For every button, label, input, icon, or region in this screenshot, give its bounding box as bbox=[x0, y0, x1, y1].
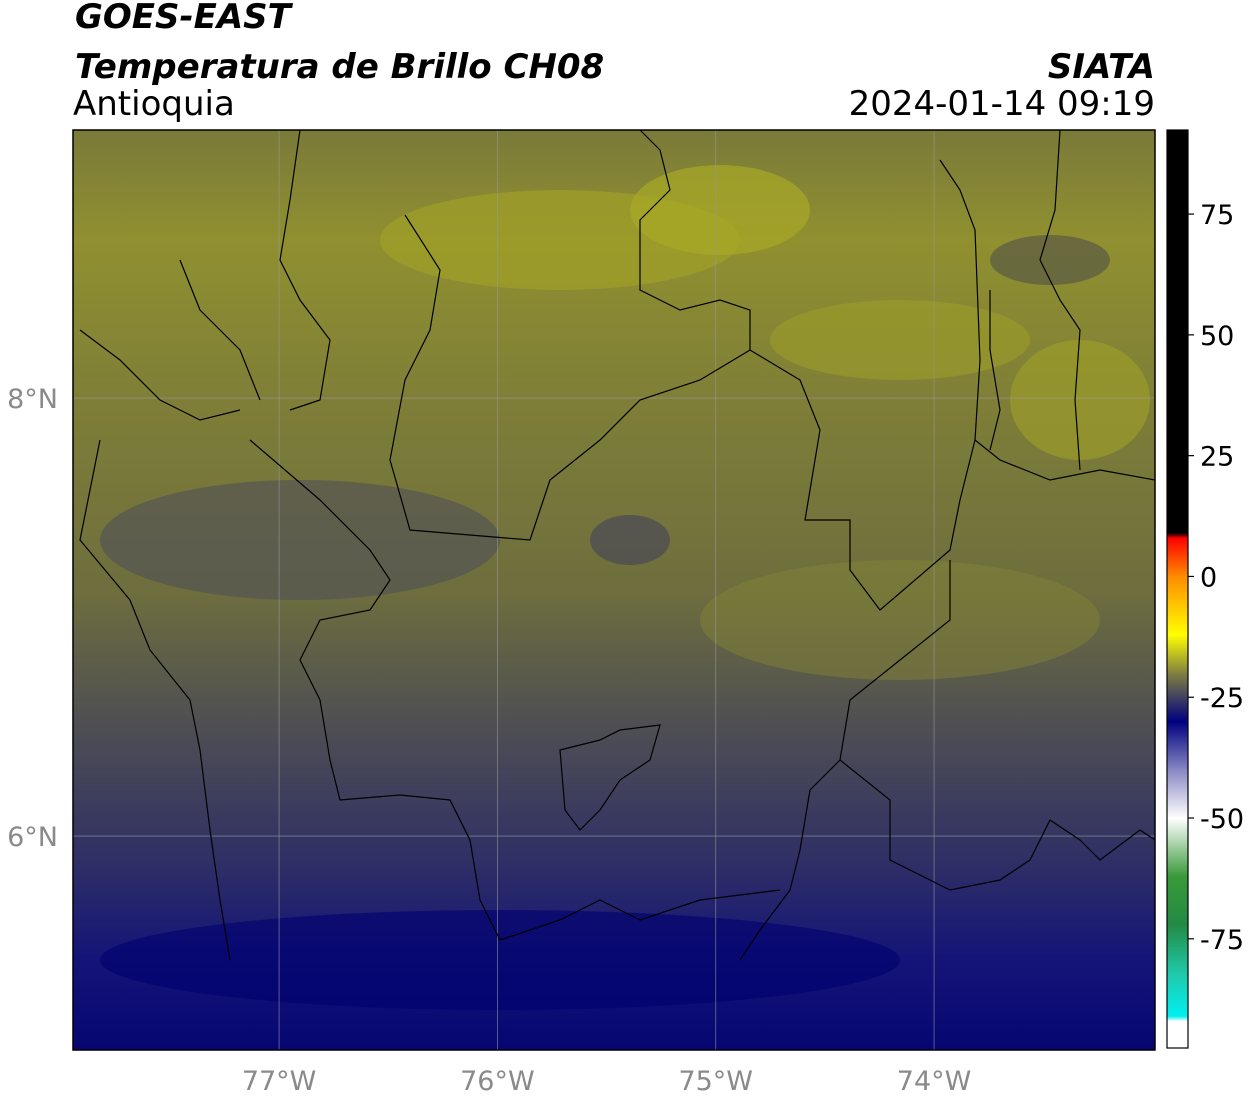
colorbar-segment bbox=[1167, 130, 1188, 534]
map bbox=[73, 130, 1155, 1050]
colorbar-segment bbox=[1167, 818, 1188, 877]
coastline bbox=[179, 130, 331, 411]
cloud-field bbox=[100, 910, 900, 1010]
colorbar-tick-label: 25 bbox=[1200, 442, 1234, 473]
cloud-field bbox=[100, 480, 500, 600]
colorbar-segment bbox=[1167, 576, 1188, 635]
cloud-field bbox=[990, 235, 1110, 285]
y-tick-label: 8°N bbox=[7, 384, 58, 415]
colorbar-segment bbox=[1167, 634, 1188, 674]
colorbar-segment bbox=[1167, 537, 1188, 577]
cloud-field bbox=[630, 165, 810, 255]
title: GOES-EAST bbox=[75, 0, 294, 37]
grid bbox=[73, 130, 1155, 1050]
colorbar-segment bbox=[1167, 769, 1188, 819]
coastline bbox=[79, 329, 241, 961]
cloud-field bbox=[770, 300, 1030, 380]
colorbar-segment bbox=[1167, 972, 1188, 1017]
x-tick-label: 77°W bbox=[242, 1066, 317, 1097]
cloud-field bbox=[590, 515, 670, 565]
boundary bbox=[989, 290, 1001, 451]
boundary bbox=[974, 439, 1155, 481]
colorbar-tick-label: 50 bbox=[1200, 321, 1234, 352]
y-tick-label: 6°N bbox=[7, 822, 58, 853]
x-tick-label: 75°W bbox=[678, 1066, 753, 1097]
colorbar-tick-label: -50 bbox=[1200, 804, 1244, 835]
source: SIATA bbox=[1048, 47, 1155, 87]
datetime: 2024-01-14 09:19 bbox=[849, 84, 1155, 124]
x-tick-label: 76°W bbox=[460, 1066, 535, 1097]
boundary bbox=[389, 130, 751, 541]
colorbar-frame bbox=[1166, 129, 1189, 1049]
region: Antioquia bbox=[73, 84, 235, 124]
colorbar-segment bbox=[1167, 924, 1188, 974]
colorbar-segment bbox=[1167, 875, 1188, 925]
colorbar-tick-label: 0 bbox=[1200, 562, 1217, 593]
cloud-field bbox=[1010, 340, 1150, 460]
x-tick-label: 74°W bbox=[897, 1066, 972, 1097]
map-frame bbox=[72, 129, 1156, 1051]
colorbar: 75 50 25 0 -25 -50 -75 bbox=[1167, 130, 1244, 1049]
boundary bbox=[1039, 130, 1081, 471]
boundary bbox=[739, 560, 951, 961]
boundary bbox=[559, 724, 661, 831]
colorbar-tick-label: -25 bbox=[1200, 683, 1244, 714]
colorbar-segment bbox=[1167, 721, 1188, 771]
colorbar-segment bbox=[1167, 1016, 1188, 1022]
boundary bbox=[249, 439, 781, 941]
boundary bbox=[839, 759, 1155, 891]
colorbar-tick-label: 75 bbox=[1200, 200, 1234, 231]
subtitle: Temperatura de Brillo CH08 bbox=[75, 47, 604, 87]
colorbar-segment bbox=[1167, 673, 1188, 698]
colorbar-segment bbox=[1167, 1020, 1188, 1049]
colorbar-segment bbox=[1167, 532, 1188, 539]
colorbar-segment bbox=[1167, 697, 1188, 722]
boundary bbox=[749, 159, 981, 611]
colorbar-tick-label: -75 bbox=[1200, 925, 1244, 956]
cloud-field bbox=[700, 560, 1100, 680]
